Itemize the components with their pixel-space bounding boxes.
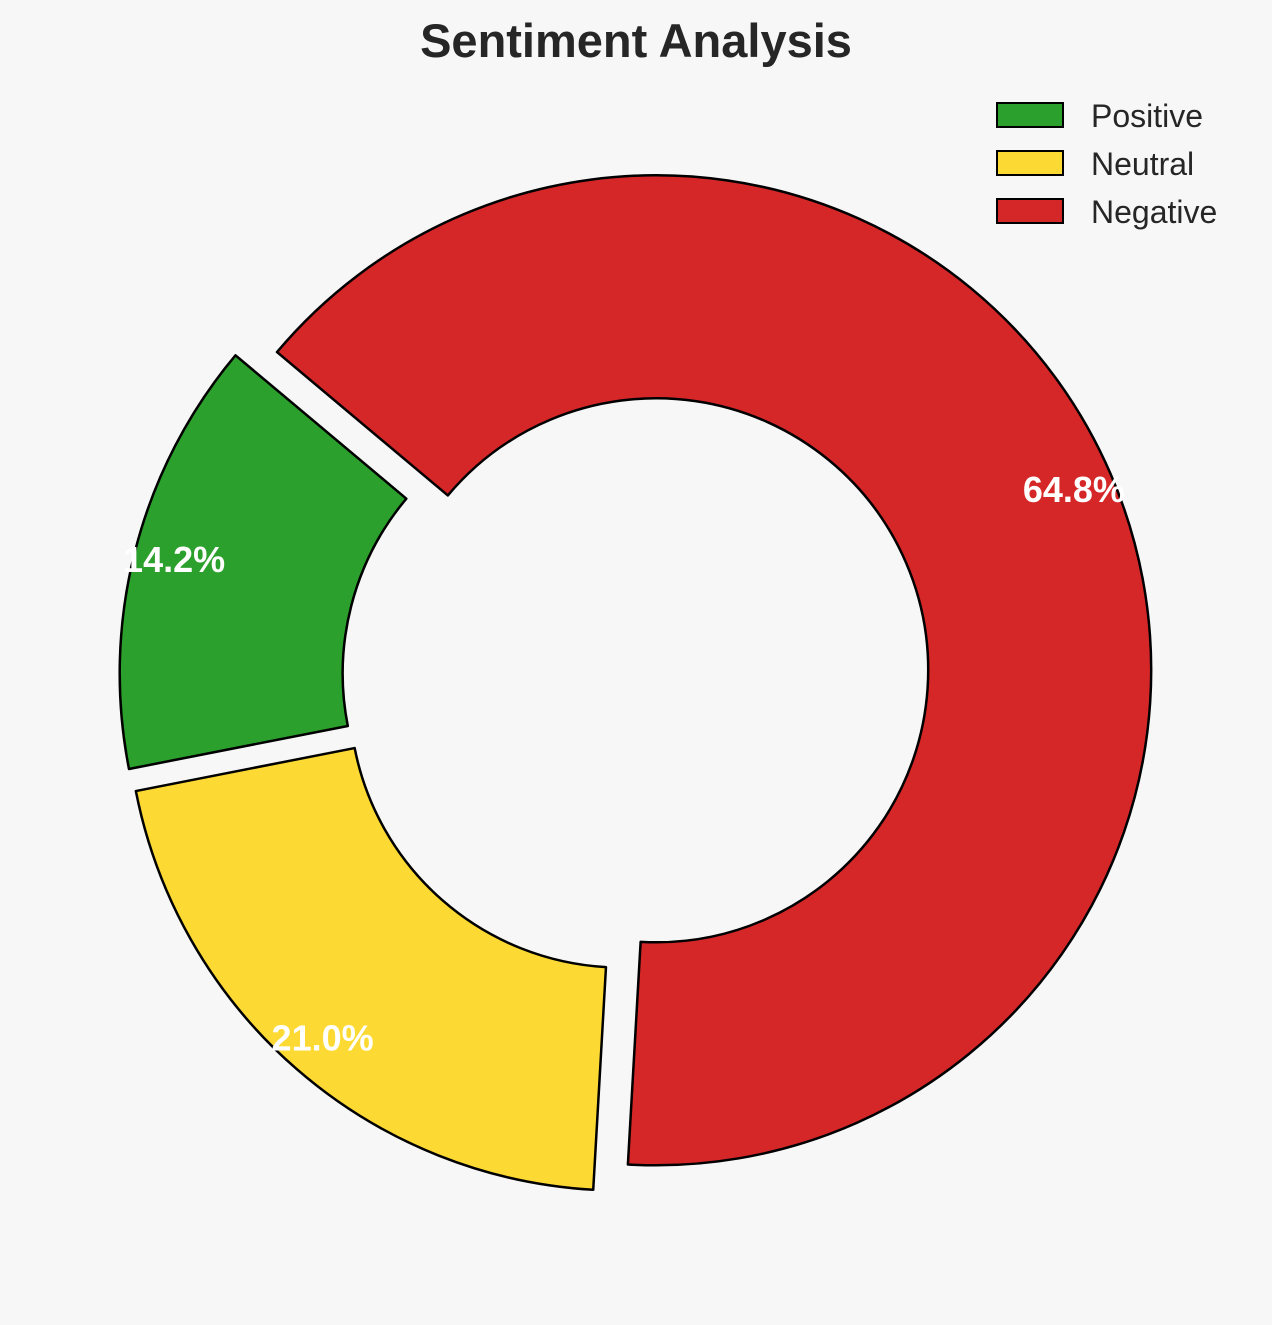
slice-negative	[275, 174, 1153, 1167]
slice-labels: 14.2% 21.0% 64.8%	[123, 469, 1125, 1059]
slice-label-positive: 14.2%	[123, 539, 225, 580]
donut-slices	[118, 174, 1153, 1192]
slice-label-neutral: 21.0%	[272, 1018, 374, 1059]
slice-positive	[118, 354, 408, 771]
slice-label-negative: 64.8%	[1023, 469, 1125, 510]
slice-neutral	[134, 746, 608, 1192]
legend-swatch-positive	[996, 102, 1064, 128]
legend-label-negative: Negative	[1091, 194, 1217, 230]
legend-label-neutral: Neutral	[1091, 146, 1194, 182]
legend: Positive Neutral Negative	[996, 98, 1217, 230]
legend-swatch-neutral	[996, 150, 1064, 176]
legend-swatch-negative	[996, 198, 1064, 224]
legend-label-positive: Positive	[1091, 98, 1203, 134]
chart-title: Sentiment Analysis	[420, 14, 852, 67]
